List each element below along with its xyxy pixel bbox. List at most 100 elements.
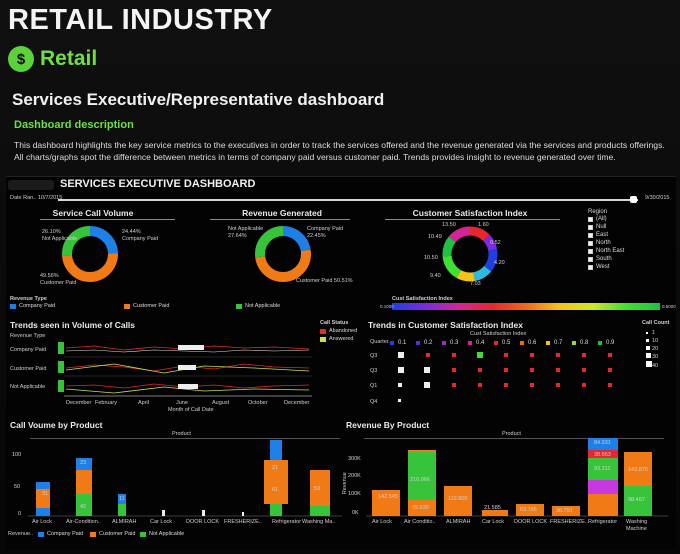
donut-slice-customer[interactable] [255,226,311,282]
svg-text:0.5: 0.5 [502,340,511,346]
product-label: ALMIRAH [112,519,137,525]
bar-label: 53 [314,486,321,492]
brand-label: Retail [40,47,98,70]
product-header: Product [502,431,521,437]
checkbox-icon[interactable] [588,224,593,230]
trends-row-label: Not Applicable [10,384,46,390]
donut-slice-na[interactable] [62,226,118,282]
divider [210,219,350,220]
donut-slice-customer[interactable] [62,226,118,282]
donut-label: 49.56% Customer Paid [40,273,77,286]
y-tick: 200K [348,473,361,479]
trends-csi-col-title: Cust Satisfaction Index [470,331,527,337]
csi-gradient-bar [392,303,660,310]
call-volume-chart[interactable] [24,438,344,518]
bar-label: 216.066 [410,477,430,483]
product-label: Car Lock [482,519,505,525]
bar-label: 42 [80,504,87,510]
legend-na[interactable]: Not Applicable [236,303,280,309]
bar-label: 75.630 [412,505,429,511]
legend-company[interactable]: Company Paid [38,531,83,537]
legend-customer[interactable]: Customer Paid [90,531,135,537]
call-count-legend: 1 10 20 30 40 [646,329,658,370]
month-label: April [138,400,150,406]
date-range-slider[interactable] [58,199,638,201]
svg-text:0.4: 0.4 [476,340,485,346]
region-item[interactable]: (All) [588,215,624,223]
csi-grad-max: 0.5000 [662,304,676,309]
trends-csi-matrix[interactable]: 0.1 0.2 0.3 0.4 0.5 0.6 0.7 0.8 0.9 [384,337,634,407]
checkbox-icon[interactable] [588,240,593,246]
checkbox-icon[interactable] [588,232,593,238]
region-item[interactable]: North [588,239,624,247]
csi-label: 10.49 [428,234,442,240]
svg-text:0.3: 0.3 [450,340,459,346]
svg-text:0.1: 0.1 [398,340,407,346]
region-item[interactable]: South [588,255,624,263]
bar-label: 31 [42,491,49,497]
csi-label: 10.50 [424,255,438,261]
month-label: June [176,400,188,406]
y-tick: 300K [348,456,361,462]
product-label: Air Lock [372,519,392,525]
checkbox-icon[interactable] [588,256,593,262]
bar-label: 61 [272,487,279,493]
product-label: FRESHERIZE.. [224,519,262,525]
call-status-title: Call Status [320,320,349,326]
region-item[interactable]: East [588,231,624,239]
revenue-donut[interactable] [253,224,313,284]
trends-csi-row: Q3 [370,368,378,374]
legend-company[interactable]: Company Paid [10,303,55,309]
legend-answered[interactable]: Answered [320,336,353,342]
y-tick: 50 [14,484,21,490]
description-text: This dashboard highlights the key servic… [14,140,665,162]
legend-abandoned[interactable]: Abandoned [320,328,357,334]
page-title: Services Executive/Representative dashbo… [12,90,385,109]
redacted-logo [8,180,54,190]
checkbox-icon[interactable] [588,248,593,254]
csi-title: Customer Satisfaction Index [412,208,528,218]
y-tick: 100 [12,452,22,458]
product-label: Air Lock [32,519,52,525]
csi-donut[interactable] [440,224,500,284]
y-tick: 0 [18,511,22,517]
month-label: December [66,400,92,406]
donut-label: Customer Paid 50.51% [296,278,353,284]
bar-label: 36.791 [556,508,573,514]
donut-label: 24.44% Company Paid [122,229,159,242]
svg-text:0.2: 0.2 [424,340,433,346]
region-item[interactable]: Null [588,223,624,231]
y-tick: 100K [348,491,361,497]
trends-calls-chart[interactable] [54,338,314,400]
product-label: Refrigerator [588,519,618,525]
bar-label: 23 [80,460,87,466]
bar-label: 38.663 [594,452,611,458]
legend-customer[interactable]: Customer Paid [124,303,169,309]
csi-label: 7.03 [470,281,481,287]
csi-label: 13.50 [442,222,456,228]
csi-label: 1.60 [478,222,489,228]
industry-title: RETAIL INDUSTRY [8,4,273,36]
y-tick: 0K [352,510,359,516]
region-item[interactable]: West [588,263,624,271]
date-range-handle[interactable] [630,196,637,203]
checkbox-icon[interactable] [588,216,593,222]
divider [385,219,560,220]
executive-panel [6,176,676,550]
service-call-donut[interactable] [60,224,120,284]
checkbox-icon[interactable] [588,264,593,270]
revenue-product-chart[interactable] [364,438,670,518]
legend-na[interactable]: Not Applicable [140,531,184,537]
revenue-type-title: Revenue Type [10,296,47,302]
bar-label: 112.800 [448,496,468,502]
service-call-volume-title: Service Call Volume [52,208,134,218]
donut-label: Company Paid 22.45% [307,226,344,239]
region-item[interactable]: North East [588,247,624,255]
bar-label: 63.785 [520,507,537,513]
divider [40,219,175,220]
month-label: February [95,400,118,406]
csi-label: 0.52 [490,240,501,246]
csi-label: 4.20 [494,260,505,266]
donut-slice-na[interactable] [255,226,311,282]
product-label: Car Lock [150,519,173,525]
